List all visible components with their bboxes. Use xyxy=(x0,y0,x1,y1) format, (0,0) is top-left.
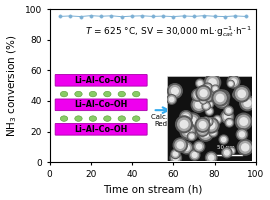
FancyBboxPatch shape xyxy=(55,99,147,111)
Text: Calc. &
Redu: Calc. & Redu xyxy=(151,114,176,127)
X-axis label: Time on stream (h): Time on stream (h) xyxy=(103,184,202,194)
Circle shape xyxy=(118,116,126,121)
Circle shape xyxy=(60,91,68,97)
Text: $T$ = 625 °C, SV = 30,000 mL·g$_{cat}^{-1}$·h$^{-1}$: $T$ = 625 °C, SV = 30,000 mL·g$_{cat}^{-… xyxy=(85,24,252,39)
Circle shape xyxy=(118,91,126,97)
FancyBboxPatch shape xyxy=(55,74,147,86)
Circle shape xyxy=(104,91,111,97)
Y-axis label: NH$_3$ conversion (%): NH$_3$ conversion (%) xyxy=(6,34,19,137)
Circle shape xyxy=(133,91,140,97)
Circle shape xyxy=(75,91,82,97)
Text: Li–Al–Co–OH: Li–Al–Co–OH xyxy=(75,76,128,85)
Circle shape xyxy=(89,116,97,121)
FancyArrowPatch shape xyxy=(156,107,168,113)
Circle shape xyxy=(89,91,97,97)
Text: Li–Al–Co–OH: Li–Al–Co–OH xyxy=(75,100,128,109)
Circle shape xyxy=(133,116,140,121)
Circle shape xyxy=(104,116,111,121)
Circle shape xyxy=(60,116,68,121)
Text: Li–Al–Co–OH: Li–Al–Co–OH xyxy=(75,125,128,134)
Circle shape xyxy=(75,116,82,121)
FancyBboxPatch shape xyxy=(55,123,147,135)
